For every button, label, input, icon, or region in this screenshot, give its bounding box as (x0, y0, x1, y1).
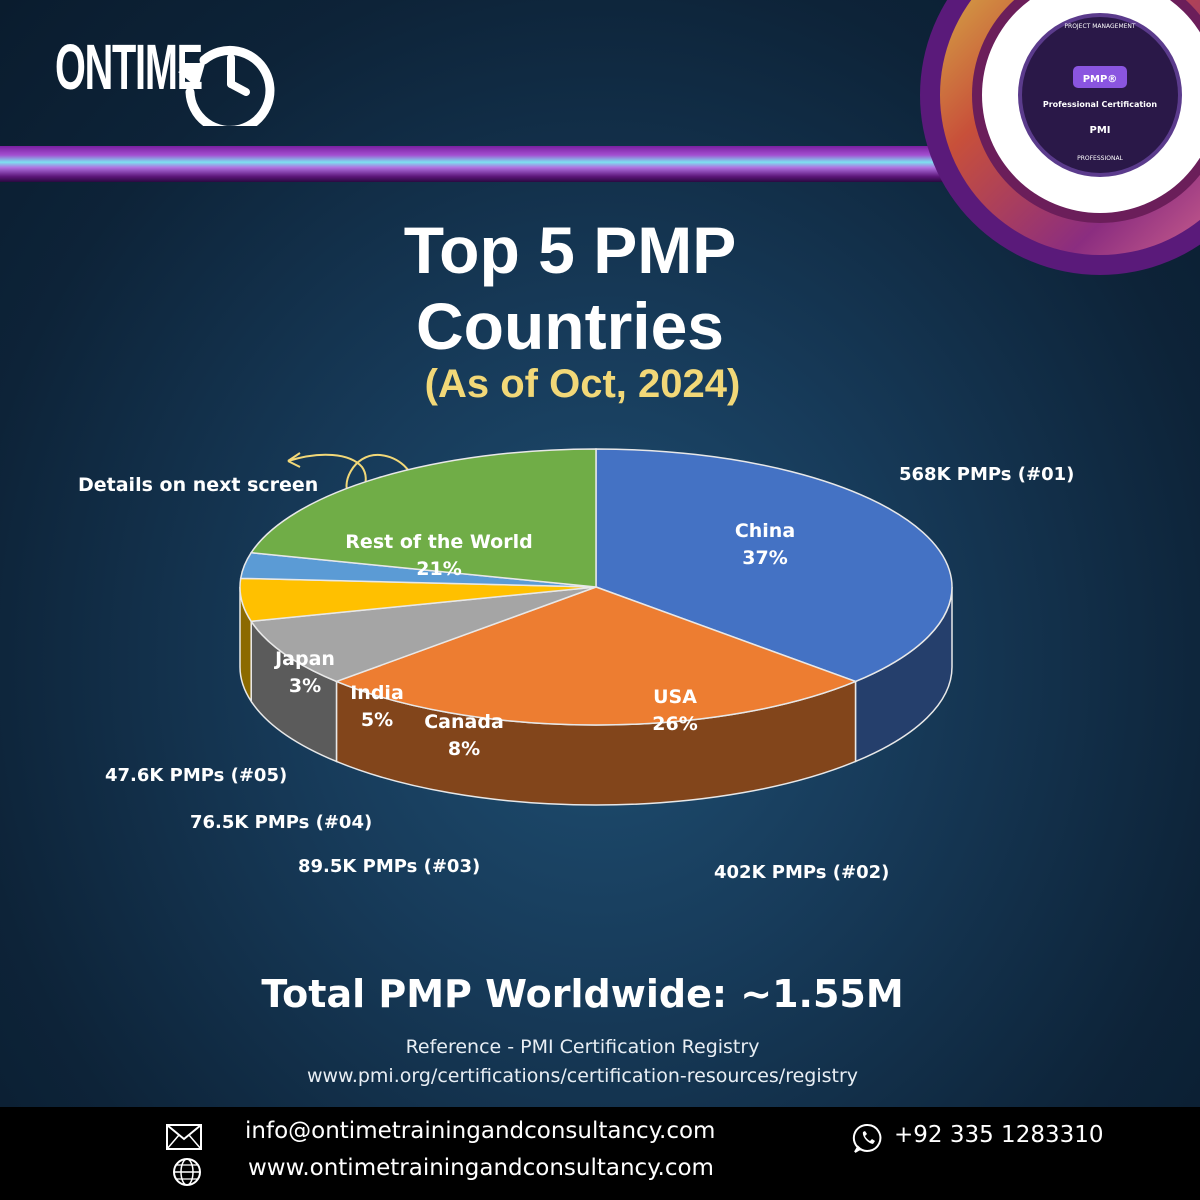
slice-name-canada: Canada (424, 711, 504, 733)
annotation-china-count: 568K PMPs (899, 464, 1012, 485)
slice-percent-china: 37% (742, 547, 788, 569)
slice-name-rest: Rest of the World (345, 531, 533, 553)
badge-pill (1073, 66, 1127, 88)
whatsapp-icon (852, 1123, 882, 1153)
slice-percent-japan: 3% (288, 675, 322, 697)
page-title: Top 5 PMP Countries (0, 212, 1140, 364)
badge-top-text: PROJECT MANAGEMENT (1064, 23, 1135, 30)
mail-icon (166, 1124, 202, 1150)
slice-name-india: India (350, 682, 404, 704)
pmi-mark: PMI (1089, 125, 1110, 136)
slice-percent-rest: 21% (416, 558, 462, 580)
slice-label-india: India 5% (350, 680, 404, 734)
total-pmp: Total PMP Worldwide: ~1.55M (261, 972, 904, 1016)
title-line-2: Countries (415, 289, 725, 363)
footer-email[interactable]: info@ontimetrainingandconsultancy.com (245, 1118, 716, 1144)
footer-website[interactable]: www.ontimetrainingandconsultancy.com (248, 1155, 714, 1181)
badge-bottom-text: PROFESSIONAL (1077, 155, 1123, 162)
slice-label-china: China 37% (735, 518, 795, 572)
slice-label-usa: USA 26% (652, 684, 697, 738)
slice-percent-canada: 8% (447, 738, 481, 760)
slice-percent-india: 5% (360, 709, 394, 731)
title-line-1: Top 5 PMP (403, 213, 737, 287)
pie-slice-china (595, 448, 953, 683)
reference-line: Reference - PMI Certification Registry (405, 1036, 760, 1058)
pmp-badge: PROJECT MANAGEMENT PMP® Professional Cer… (920, 0, 1200, 275)
slice-label-rest: Rest of the World 21% (345, 529, 532, 583)
reference-url[interactable]: www.pmi.org/certifications/certification… (306, 1065, 859, 1087)
pie-slice-rest-of-the-world (249, 448, 597, 588)
annotation-india-count: 76.5K PMPs (190, 812, 310, 833)
annotation-canada-rank: (#03) (423, 856, 481, 877)
annotation-india: 76.5K PMPs (#04) (190, 812, 372, 833)
annotation-japan-rank: (#05) (230, 765, 288, 786)
annotation-usa-rank: (#02) (832, 862, 890, 883)
annotation-india-rank: (#04) (315, 812, 373, 833)
header-stripe (0, 146, 960, 182)
clock-arrow-icon (178, 45, 275, 126)
details-note: Details on next screen (78, 474, 319, 496)
annotation-china-rank: (#01) (1017, 464, 1075, 485)
page-subtitle: (As of Oct, 2024) (424, 362, 741, 406)
annotation-usa: 402K PMPs (#02) (714, 862, 889, 883)
annotation-japan: 47.6K PMPs (#05) (105, 765, 287, 786)
annotation-china: 568K PMPs (#01) (899, 464, 1074, 485)
annotation-canada-count: 89.5K PMPs (298, 856, 418, 877)
annotation-usa-count: 402K PMPs (714, 862, 827, 883)
badge-caption: Professional Certification (1043, 100, 1158, 109)
pie-slice-usa (334, 586, 858, 726)
globe-icon (173, 1158, 201, 1186)
footer-phone[interactable]: +92 335 1283310 (894, 1122, 1104, 1148)
slice-label-canada: Canada 8% (424, 709, 504, 763)
slice-name-china: China (734, 520, 796, 542)
slice-percent-usa: 26% (652, 713, 698, 735)
annotation-japan-count: 47.6K PMPs (105, 765, 225, 786)
slice-label-japan: Japan 3% (275, 646, 335, 700)
footer (0, 1107, 1200, 1200)
pie-slice-canada (249, 586, 597, 683)
slice-name-usa: USA (653, 686, 697, 708)
brand-logo-text: ONTIME (55, 31, 203, 103)
badge-pill-text: PMP® (1083, 74, 1118, 85)
annotation-canada: 89.5K PMPs (#03) (298, 856, 480, 877)
slice-name-japan: Japan (275, 648, 335, 670)
